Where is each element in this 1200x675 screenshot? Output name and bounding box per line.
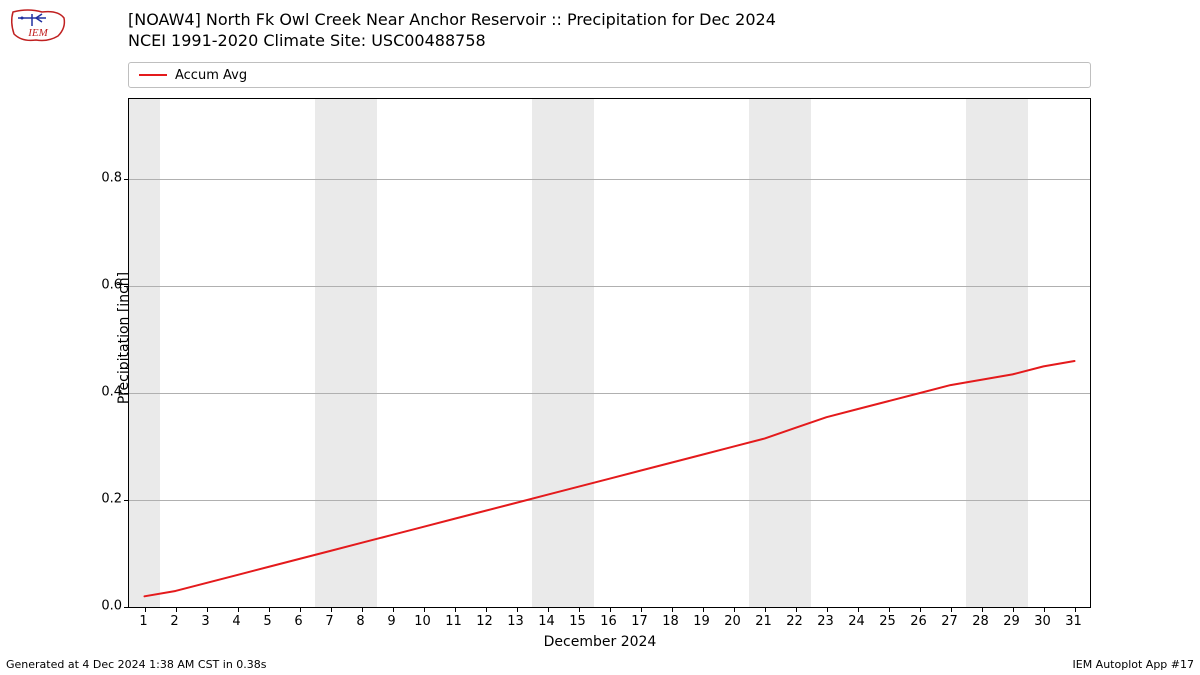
x-tick	[455, 607, 456, 612]
x-tick-label: 10	[414, 614, 431, 629]
plot-area	[128, 98, 1091, 608]
x-tick-label: 26	[910, 614, 927, 629]
y-tick	[124, 607, 129, 608]
chart-title-line1: [NOAW4] North Fk Owl Creek Near Anchor R…	[128, 10, 776, 31]
x-tick-label: 21	[755, 614, 772, 629]
x-tick	[827, 607, 828, 612]
x-tick-label: 20	[724, 614, 741, 629]
x-tick	[517, 607, 518, 612]
x-tick	[982, 607, 983, 612]
x-tick-label: 5	[263, 614, 271, 629]
x-tick-label: 24	[848, 614, 865, 629]
x-tick	[548, 607, 549, 612]
x-tick	[920, 607, 921, 612]
x-tick-label: 30	[1034, 614, 1051, 629]
x-tick-label: 11	[445, 614, 462, 629]
x-tick	[486, 607, 487, 612]
chart-title-line2: NCEI 1991-2020 Climate Site: USC00488758	[128, 31, 776, 52]
x-tick	[331, 607, 332, 612]
x-tick	[424, 607, 425, 612]
x-tick	[951, 607, 952, 612]
x-tick	[1075, 607, 1076, 612]
x-tick-label: 25	[879, 614, 896, 629]
y-tick-label: 0.0	[82, 599, 122, 614]
x-tick-label: 19	[693, 614, 710, 629]
legend-label: Accum Avg	[175, 68, 247, 83]
svg-text:IEM: IEM	[27, 27, 48, 39]
x-tick-label: 15	[569, 614, 586, 629]
x-tick	[393, 607, 394, 612]
x-tick-label: 18	[662, 614, 679, 629]
x-tick-label: 1	[139, 614, 147, 629]
line-series-svg	[129, 99, 1090, 607]
x-tick-label: 9	[387, 614, 395, 629]
x-tick-label: 31	[1065, 614, 1082, 629]
footer-app: IEM Autoplot App #17	[1073, 658, 1195, 671]
y-tick-label: 0.2	[82, 492, 122, 507]
x-tick-label: 13	[507, 614, 524, 629]
x-tick-label: 8	[356, 614, 364, 629]
y-tick-label: 0.4	[82, 385, 122, 400]
x-tick-label: 6	[294, 614, 302, 629]
x-tick-label: 4	[232, 614, 240, 629]
x-tick-label: 3	[201, 614, 209, 629]
iem-logo: IEM	[8, 6, 68, 46]
x-tick	[176, 607, 177, 612]
x-tick	[1044, 607, 1045, 612]
x-tick-label: 17	[631, 614, 648, 629]
x-tick	[765, 607, 766, 612]
x-tick	[672, 607, 673, 612]
x-tick-label: 27	[941, 614, 958, 629]
x-tick	[238, 607, 239, 612]
x-tick-label: 28	[972, 614, 989, 629]
x-tick	[858, 607, 859, 612]
x-tick-label: 22	[786, 614, 803, 629]
x-tick-label: 16	[600, 614, 617, 629]
x-tick	[641, 607, 642, 612]
x-axis-label: December 2024	[544, 634, 657, 650]
x-tick	[362, 607, 363, 612]
y-tick-label: 0.6	[82, 278, 122, 293]
x-tick	[610, 607, 611, 612]
x-tick	[579, 607, 580, 612]
x-tick	[734, 607, 735, 612]
x-tick	[269, 607, 270, 612]
x-tick	[796, 607, 797, 612]
footer-generated: Generated at 4 Dec 2024 1:38 AM CST in 0…	[6, 658, 267, 671]
x-tick-label: 23	[817, 614, 834, 629]
x-tick	[145, 607, 146, 612]
chart-title-block: [NOAW4] North Fk Owl Creek Near Anchor R…	[128, 10, 776, 52]
x-tick-label: 14	[538, 614, 555, 629]
x-tick-label: 29	[1003, 614, 1020, 629]
legend: Accum Avg	[128, 62, 1091, 88]
x-tick	[207, 607, 208, 612]
x-tick	[703, 607, 704, 612]
x-tick	[300, 607, 301, 612]
legend-swatch	[139, 74, 167, 76]
x-tick	[1013, 607, 1014, 612]
y-tick-label: 0.8	[82, 171, 122, 186]
x-tick-label: 12	[476, 614, 493, 629]
x-tick-label: 2	[170, 614, 178, 629]
x-tick-label: 7	[325, 614, 333, 629]
x-tick	[889, 607, 890, 612]
